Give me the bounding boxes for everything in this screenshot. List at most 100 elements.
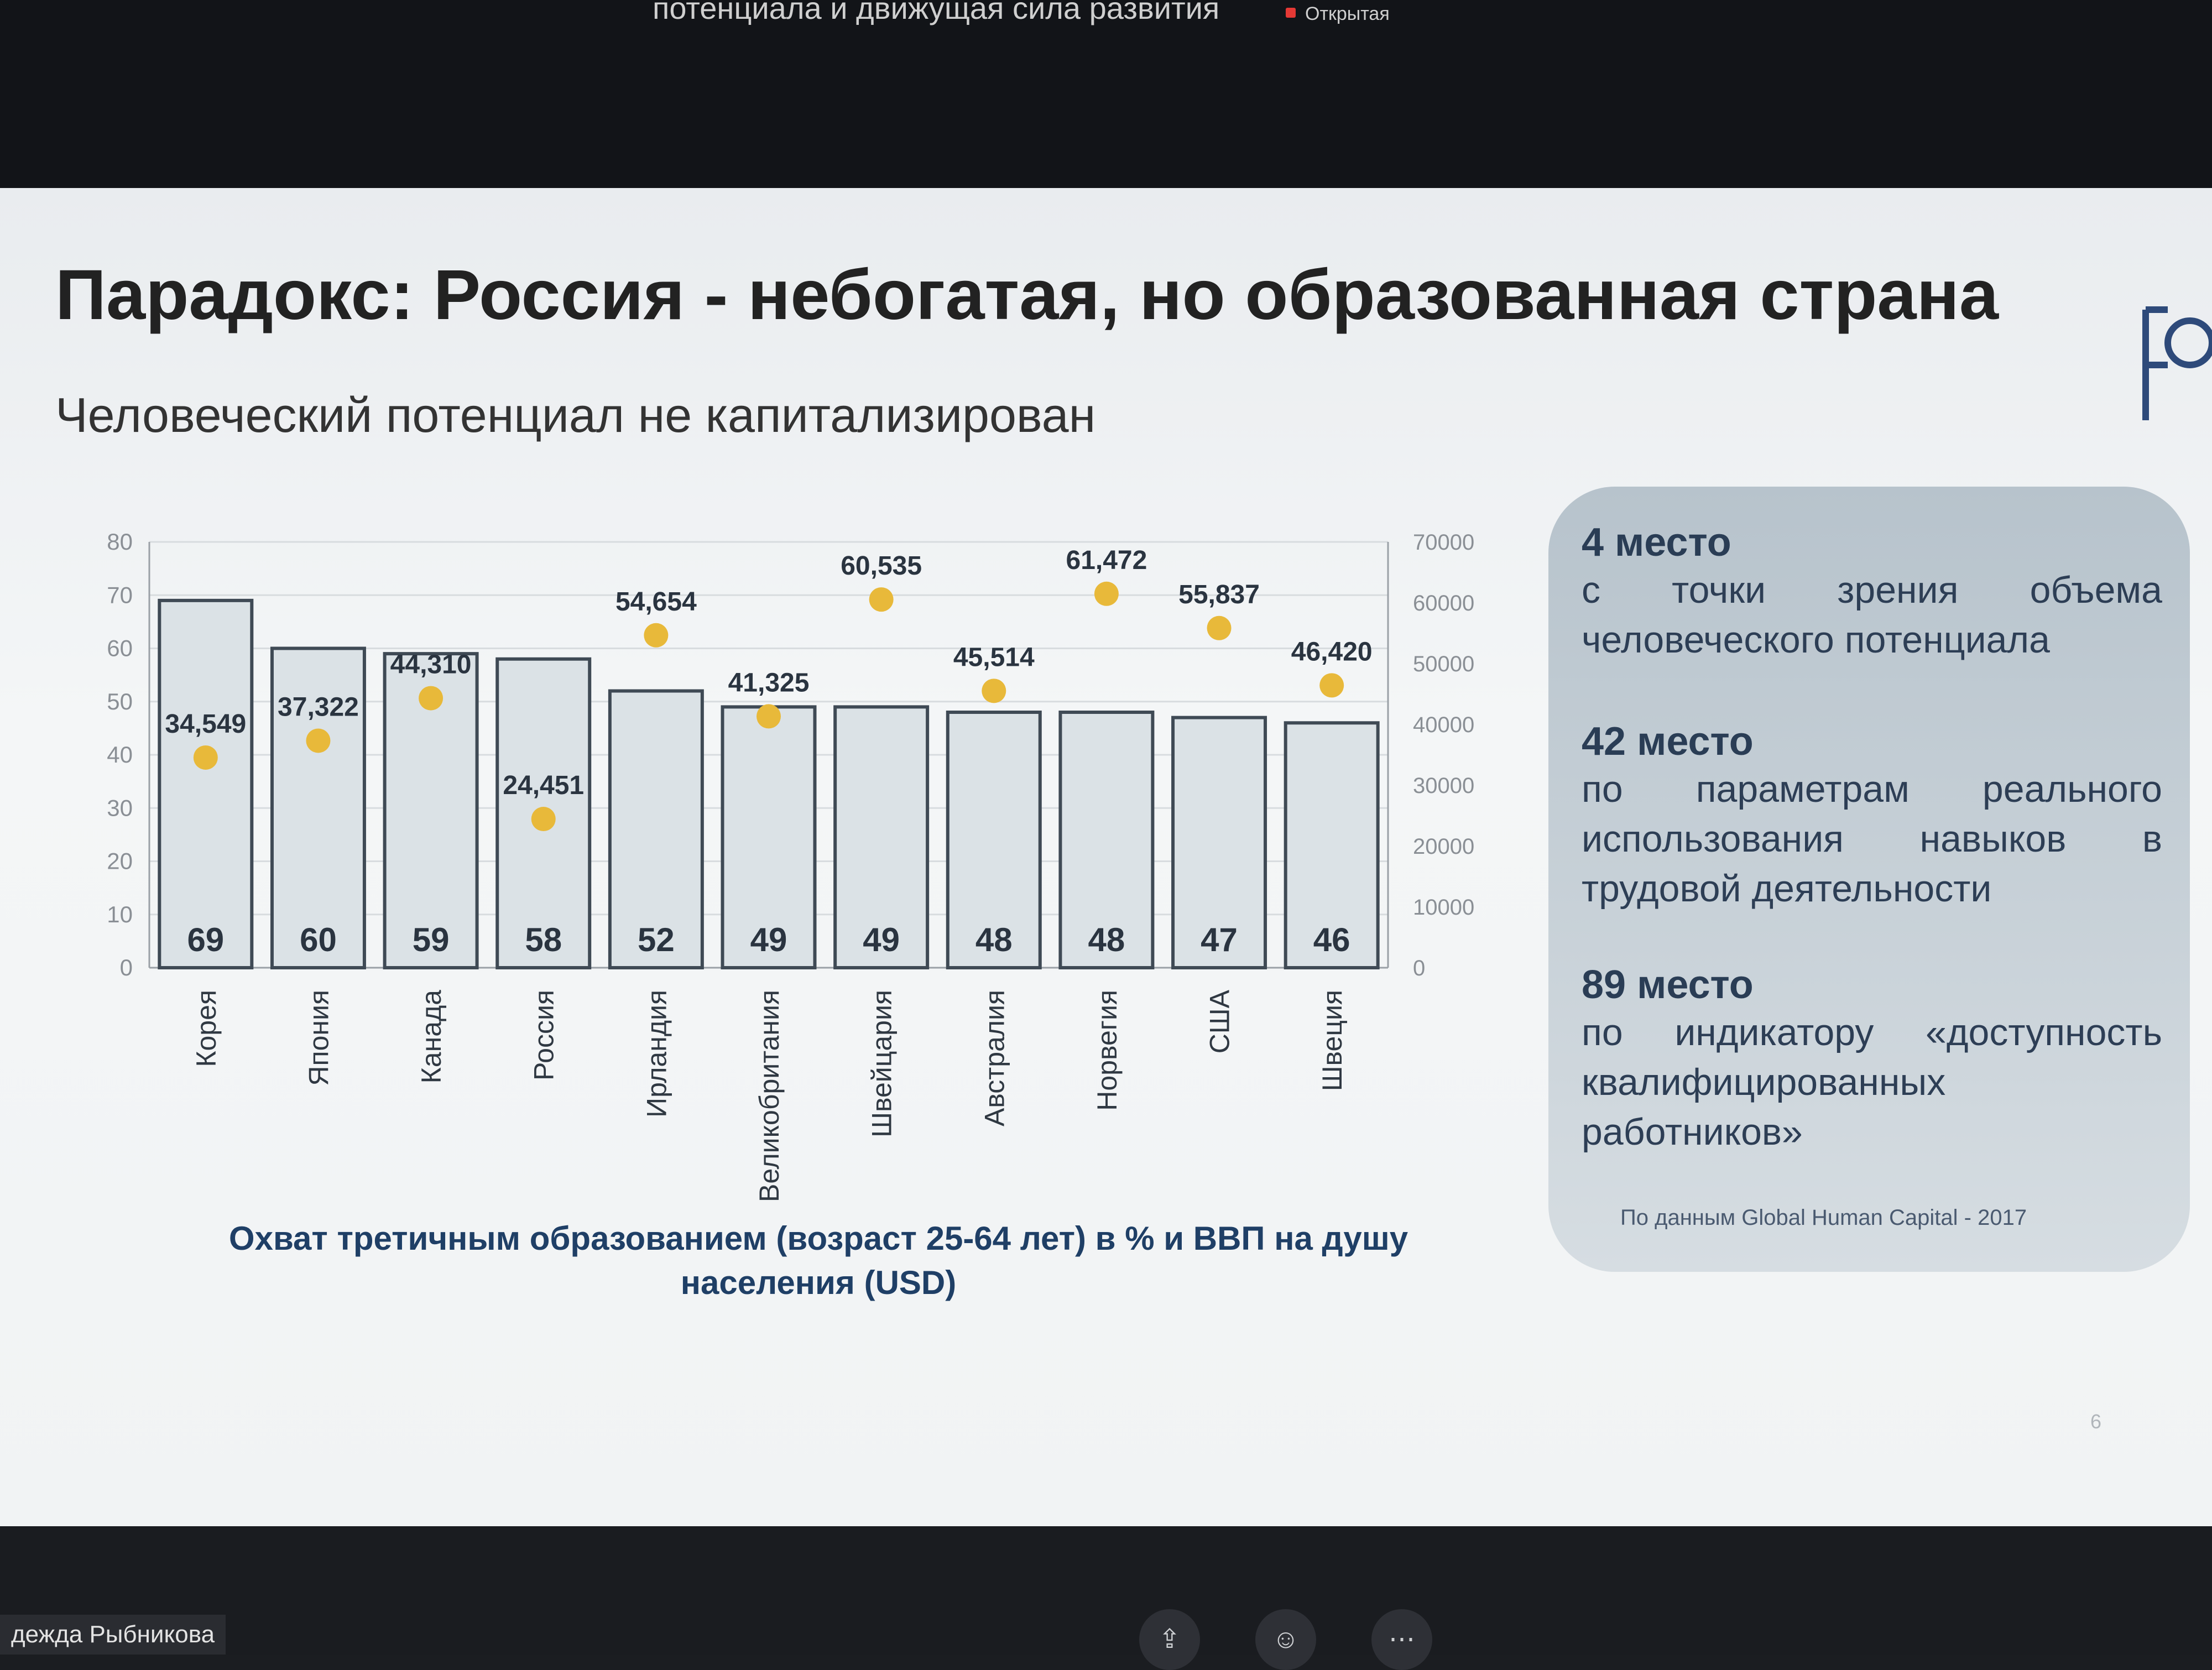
chart-bar [270, 646, 366, 969]
bar-value-label: 69 [187, 921, 224, 958]
left-axis-tick-label: 50 [107, 688, 133, 714]
category-label: Япония [303, 990, 334, 1086]
more-button[interactable]: ⋯ [1371, 1609, 1432, 1670]
presentation-slide: Парадокс: Россия - небогатая, но образов… [0, 188, 2212, 1526]
left-axis-tick-label: 30 [107, 795, 133, 821]
bar-value-label: 59 [413, 921, 450, 958]
chart-bar [608, 689, 704, 969]
chart-bar [946, 711, 1042, 969]
category-label: США [1204, 989, 1235, 1053]
category-label: Великобритания [754, 990, 785, 1202]
info-text: по параметрам реального использования на… [1582, 768, 2162, 910]
meeting-bottom-bar [0, 1526, 2212, 1655]
info-card: 4 место с точки зрения объема человеческ… [1548, 487, 2190, 1272]
left-axis-tick-label: 10 [107, 901, 133, 927]
gdp-point [1094, 581, 1119, 606]
info-heading: 89 место [1582, 963, 1754, 1007]
presenter-name: дежда Рыбникова [0, 1615, 226, 1655]
gdp-point [869, 587, 894, 612]
bar-value-label: 49 [750, 921, 787, 958]
bar-value-label: 58 [525, 921, 562, 958]
category-label: Норвегия [1092, 990, 1123, 1111]
recording-indicator-icon [1286, 8, 1296, 18]
gdp-value-label: 46,420 [1291, 637, 1373, 666]
info-block-rank-89: 89 место по индикатору «доступность квал… [1582, 962, 2162, 1157]
meeting-top-bar: потенциала и движущая сила развития Откр… [0, 0, 2212, 188]
bar-value-label: 52 [638, 921, 675, 958]
reactions-button[interactable]: ☺ [1255, 1609, 1316, 1670]
share-screen-button[interactable]: ⇪ [1139, 1609, 1200, 1670]
right-axis-tick-label: 10000 [1413, 895, 1474, 920]
chart: 0 10 20 30 40 50 60 70 80 0 10000 20000 30000 40000 50… [107, 529, 1474, 1202]
left-axis-tick-label: 20 [107, 848, 133, 874]
right-axis-tick-label: 40000 [1413, 713, 1474, 737]
gdp-value-label: 61,472 [1066, 546, 1147, 575]
gdp-point [306, 728, 331, 753]
info-heading: 42 место [1582, 719, 1754, 764]
gdp-value-label: 37,322 [278, 692, 359, 722]
chart-bar [1284, 721, 1380, 969]
gdp-point [1319, 673, 1344, 698]
chart-bar [1171, 716, 1267, 969]
right-axis-tick-label: 60000 [1413, 591, 1474, 615]
right-axis-tick-label: 70000 [1413, 530, 1474, 555]
left-axis-tick-label: 60 [107, 635, 133, 661]
chart-bar [721, 705, 817, 969]
data-source: По данным Global Human Capital - 2017 [1620, 1205, 2027, 1230]
bar-value-label: 48 [975, 921, 1013, 958]
gdp-value-label: 34,549 [165, 709, 246, 739]
category-label: Швеция [1317, 990, 1348, 1091]
left-axis-tick-label: 70 [107, 582, 133, 608]
recording-label: Открытая [1305, 3, 1390, 24]
gdp-point [1207, 615, 1232, 640]
left-axis-tick-label: 40 [107, 742, 133, 768]
bar-value-label: 47 [1201, 921, 1238, 958]
info-text: по индикатору «доступность квалифицирова… [1582, 1011, 2162, 1153]
category-label: Корея [191, 990, 222, 1067]
right-axis-tick-label: 0 [1413, 956, 1425, 980]
gdp-value-label: 55,837 [1178, 580, 1260, 609]
right-axis-tick-label: 20000 [1413, 834, 1474, 859]
gdp-point [531, 807, 556, 832]
bar-value-label: 60 [300, 921, 337, 958]
reactions-icon: ☺ [1272, 1625, 1300, 1654]
category-label: Австралия [979, 990, 1010, 1126]
category-label: Канада [416, 990, 447, 1084]
left-axis-tick-label: 0 [120, 954, 133, 980]
slide-number: 6 [2090, 1410, 2102, 1433]
category-label: Ирландия [641, 990, 672, 1118]
right-axis-tick-label: 30000 [1413, 774, 1474, 798]
slide-subtitle: Человеческий потенциал не капитализирова… [55, 388, 1096, 442]
chart-bar [1058, 711, 1155, 969]
gdp-value-label: 45,514 [953, 643, 1035, 672]
chart-bar [833, 705, 930, 969]
left-axis-tick-label: 80 [107, 529, 133, 555]
gdp-value-label: 41,325 [728, 668, 810, 697]
info-text: с точки зрения объема человеческого поте… [1582, 569, 2162, 661]
gdp-point [644, 623, 669, 648]
share-screen-icon: ⇪ [1158, 1625, 1181, 1654]
bar-value-label: 49 [863, 921, 900, 958]
gdp-value-label: 54,654 [615, 587, 697, 617]
bar-value-label: 46 [1313, 921, 1350, 958]
brand-logo-icon [2142, 306, 2212, 420]
info-block-rank-42: 42 место по параметрам реального использ… [1582, 719, 2162, 914]
gdp-point [982, 679, 1006, 703]
right-axis-tick-label: 50000 [1413, 652, 1474, 676]
gdp-value-label: 44,310 [390, 650, 472, 680]
gdp-value-label: 24,451 [503, 771, 584, 800]
gdp-point [193, 745, 218, 770]
gdp-point [757, 704, 781, 729]
info-block-rank-4: 4 место с точки зрения объема человеческ… [1582, 520, 2162, 665]
slide-title: Парадокс: Россия - небогатая, но образов… [55, 255, 1999, 335]
info-heading: 4 место [1582, 520, 1731, 565]
more-icon: ⋯ [1389, 1625, 1415, 1654]
category-label: Швейцария [867, 990, 898, 1137]
gdp-value-label: 60,535 [841, 551, 922, 581]
gdp-point [419, 686, 444, 711]
chart-bar [158, 598, 254, 969]
category-label: Россия [529, 990, 560, 1081]
chart-caption: Охват третичным образованием (возраст 25… [228, 1220, 1408, 1301]
meeting-title: потенциала и движущая сила развития [653, 0, 1220, 25]
bar-value-label: 48 [1088, 921, 1125, 958]
